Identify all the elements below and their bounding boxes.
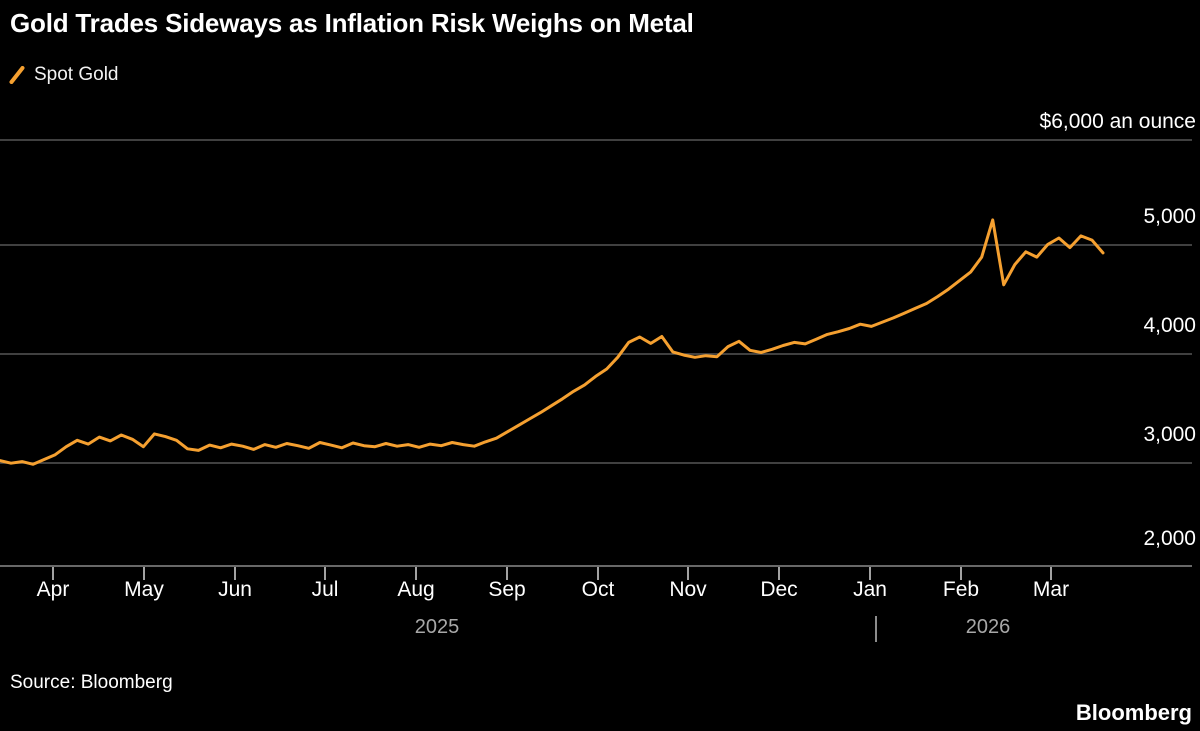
x-axis-tick-sep: Sep [488, 578, 526, 601]
x-axis-tick-jul: Jul [311, 578, 339, 601]
y-axis-tick-4000: 4,000 [1143, 314, 1196, 337]
y-axis-tick-2000: 2,000 [1143, 527, 1196, 550]
line-slash-icon [8, 65, 26, 85]
x-axis-year-divider [875, 616, 877, 642]
x-axis-tick-may: May [124, 578, 164, 601]
x-axis-year-2026: 2026 [965, 616, 1011, 638]
chart-plot-area [0, 139, 1192, 580]
page-title: Gold Trades Sideways as Inflation Risk W… [10, 8, 694, 38]
bloomberg-brand-mark: Bloomberg [1075, 700, 1192, 725]
x-axis-tick-nov: Nov [669, 578, 707, 601]
x-axis-tick-aug: Aug [397, 578, 435, 601]
source-note: Source: Bloomberg [10, 672, 173, 693]
chart-gridlines [0, 139, 1192, 567]
legend-item-spot-gold: Spot Gold [34, 64, 119, 85]
series-line-spot-gold [0, 218, 1105, 466]
x-axis-tick-jan: Jan [853, 578, 887, 601]
y-axis-tick-3000: 3,000 [1143, 423, 1196, 446]
x-axis-tick-apr: Apr [36, 578, 70, 601]
x-axis-year-2025: 2025 [414, 616, 460, 638]
y-axis-top-annotation: $6,000 an ounce [1039, 110, 1196, 133]
x-axis-tick-feb: Feb [942, 578, 980, 601]
chart-x-tickmarks [52, 567, 1052, 580]
chart-legend: Spot Gold [8, 62, 119, 88]
x-axis-tick-dec: Dec [760, 578, 798, 601]
x-axis-tick-mar: Mar [1032, 578, 1070, 601]
y-axis-tick-5000: 5,000 [1143, 205, 1196, 228]
x-axis-tick-jun: Jun [218, 578, 252, 601]
x-axis-tick-oct: Oct [581, 578, 615, 601]
